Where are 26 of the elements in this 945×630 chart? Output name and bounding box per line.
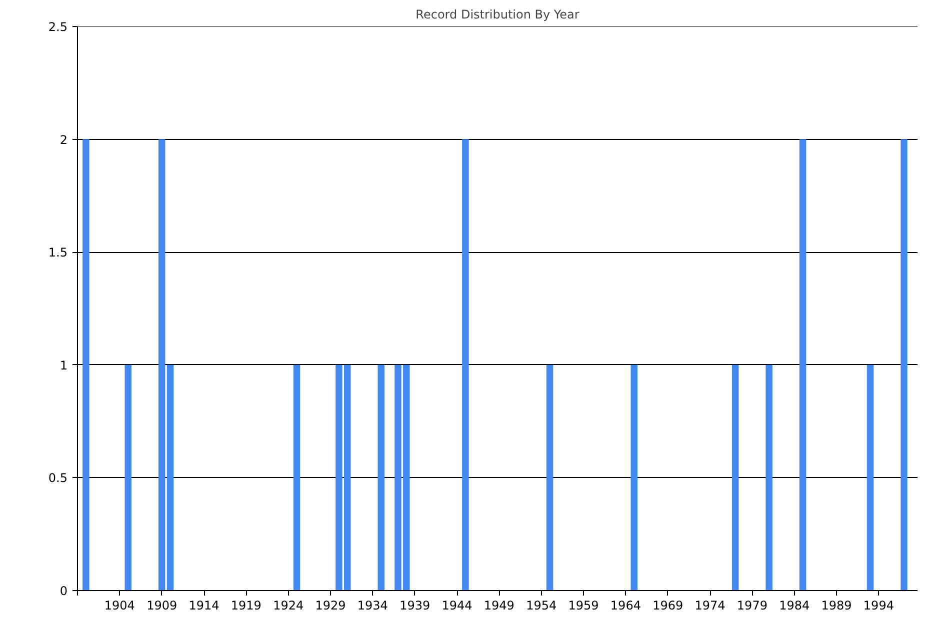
x-tick-label: 1964: [610, 598, 641, 612]
chart-title: Record Distribution By Year: [416, 8, 580, 22]
x-tick-label: 1934: [357, 598, 388, 612]
x-tick-label: 1969: [652, 598, 684, 612]
x-tick-label: 1919: [230, 598, 262, 612]
x-tick-label: 1914: [188, 598, 220, 612]
x-tick-label: 1979: [736, 598, 768, 612]
y-tick-label: 2.5: [48, 20, 68, 34]
y-tick-label: 0.5: [48, 471, 68, 486]
x-tick-label: 1939: [400, 598, 430, 612]
y-tick-label: 1: [60, 358, 68, 372]
y-tick-label: 0: [60, 584, 68, 598]
x-tick-label: 1944: [442, 598, 472, 612]
x-tick-label: 1924: [273, 598, 304, 612]
y-tick-label: 1.5: [48, 246, 68, 260]
x-tick-label: 1994: [863, 598, 894, 612]
x-tick-label: 1909: [146, 598, 178, 612]
x-tick-label: 1954: [526, 598, 557, 612]
x-tick-label: 1959: [568, 598, 599, 612]
x-tick-label: 1904: [104, 598, 135, 612]
x-tick-label: 1984: [779, 598, 810, 612]
y-tick-label: 2: [60, 132, 68, 147]
x-tick-label: 1974: [694, 598, 726, 612]
x-tick-label: 1949: [484, 598, 514, 612]
x-tick-label: 1989: [821, 598, 852, 612]
x-tick-label: 1929: [315, 598, 346, 612]
